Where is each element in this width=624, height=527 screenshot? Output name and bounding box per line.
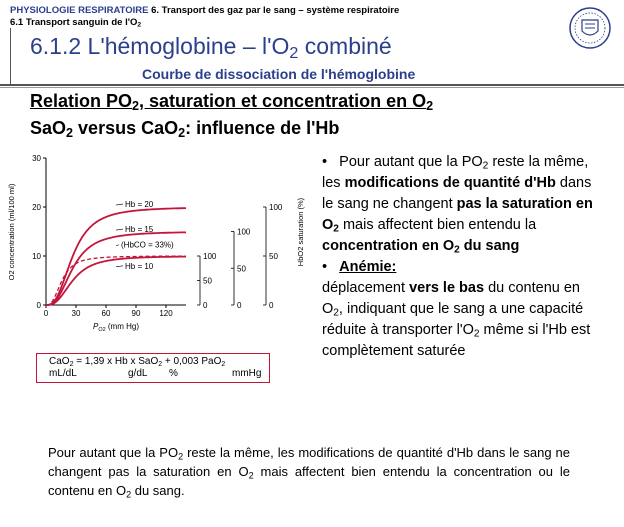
x-tick-label: 60 (102, 309, 111, 318)
curve-hb-20 (46, 207, 186, 306)
sat-axis-label: 100 (237, 228, 251, 237)
formula-units: mL/dL g/dL % mmHg (49, 368, 262, 379)
cao2-formula-box: CaO2 = 1,39 x Hb x SaO2 + 0,003 PaO2 mL/… (36, 353, 270, 383)
chart-labels: 0 30 60 90 120 0 10 20 30 PO2 (mm Hg) O2 concentra… (7, 154, 305, 333)
sat-axis-label: 100 (203, 252, 217, 261)
sat-axis-label: 0 (269, 301, 274, 310)
formula-line: CaO2 = 1,39 x Hb x SaO2 + 0,003 PaO2 (49, 356, 226, 368)
y-tick-label: 20 (32, 203, 41, 212)
curve--hbco-33- (46, 255, 186, 306)
header-divider-vertical (10, 28, 11, 84)
leader-line (115, 265, 124, 268)
y-tick-label: 0 (37, 301, 42, 310)
chart-axes (43, 157, 267, 308)
header-section: 6.1 Transport sanguin de l'O2 (10, 17, 142, 29)
series-label: Hb = 20 (125, 200, 154, 209)
bullet-anemia: • Anémie: déplacement vers le bas du cont… (322, 259, 591, 359)
x-tick-label: 90 (132, 309, 141, 318)
leader-line (115, 203, 124, 206)
leader-line (115, 244, 120, 247)
header-course: PHYSIOLOGIE RESPIRATOIRE 6. Transport de… (10, 5, 400, 16)
x-axis-label: PO2 (mm Hg) (93, 322, 139, 333)
leader-line (115, 228, 124, 231)
x-tick-label: 0 (44, 309, 49, 318)
y-tick-label: 30 (32, 154, 41, 163)
sat-axis-label: 50 (269, 252, 278, 261)
summary-paragraph: Pour autant que la PO2 reste la même, le… (48, 445, 570, 500)
bullet-list: • Pour autant que la PO2 reste la même, … (322, 152, 600, 362)
series-label: Hb = 15 (125, 225, 154, 234)
series-label: (HbCO = 33%) (121, 241, 174, 250)
dissociation-curve-chart: 0 30 60 90 120 0 10 20 30 PO2 (mm Hg) O2 concentra… (7, 154, 305, 333)
slide-subtitle: Courbe de dissociation de l'hémoglobine (142, 66, 416, 82)
right-axis-label: HbO2 saturation (%) (296, 197, 305, 266)
y-axis-label: O2 concentration (ml/100 ml) (7, 183, 16, 280)
curve-hb-15 (46, 231, 187, 306)
heading-sao2-vs-cao2: SaO2 versus CaO2: influence de l'Hb (30, 118, 340, 141)
university-seal-icon (569, 7, 611, 49)
bullet-hb-quantity: • Pour autant que la PO2 reste la même, … (322, 154, 593, 256)
sat-axis-label: 0 (203, 301, 208, 310)
sat-axis-label: 50 (237, 264, 246, 273)
x-tick-label: 120 (159, 309, 173, 318)
title-divider (0, 84, 624, 86)
title-divider-thin (0, 87, 624, 88)
series-label: Hb = 10 (125, 262, 154, 271)
curve-hb-10 (46, 255, 186, 306)
sat-axis-label: 50 (203, 277, 212, 286)
chart-curves (46, 207, 187, 306)
sat-axis-label: 0 (237, 301, 242, 310)
x-tick-label: 30 (72, 309, 81, 318)
y-tick-label: 10 (32, 252, 41, 261)
sat-axis-label: 100 (269, 203, 283, 212)
heading-relation: Relation PO2, saturation et concentratio… (30, 91, 434, 114)
slide-title: 6.1.2 L'hémoglobine – l'O2 combiné (30, 33, 392, 63)
